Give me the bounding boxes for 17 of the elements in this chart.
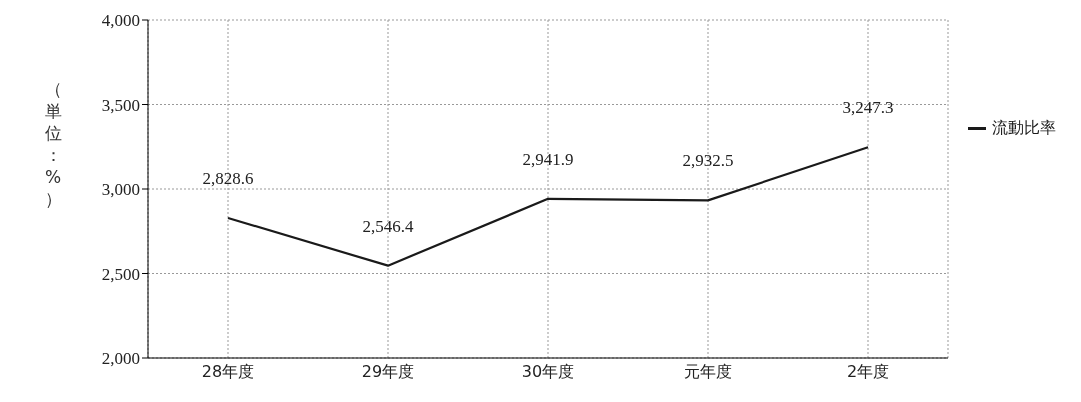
y-tick-label: 3,500 — [101, 95, 140, 115]
text: 2,828.6 — [202, 168, 254, 188]
y-tick-label: 2,000 — [101, 349, 140, 369]
text: 2,941.9 — [522, 149, 574, 169]
text: 3,247.3 — [842, 98, 894, 118]
y-tick-label: 2,500 — [101, 264, 140, 284]
y-axis-title: （単位：%） — [43, 78, 63, 210]
x-tick-label: 28年度 — [201, 362, 255, 382]
legend-label: 流動比率 — [991, 118, 1056, 139]
x-tick-label: 29年度 — [361, 362, 415, 382]
y-tick-label: 3,000 — [101, 180, 140, 200]
x-tick-label: 元年度 — [684, 362, 732, 382]
text: 2,546.4 — [362, 216, 414, 236]
x-tick-label: 2年度 — [846, 362, 890, 382]
y-tick-label: 4,000 — [101, 11, 140, 31]
x-tick-label: 30年度 — [521, 362, 575, 382]
text: 2,932.5 — [682, 151, 734, 171]
